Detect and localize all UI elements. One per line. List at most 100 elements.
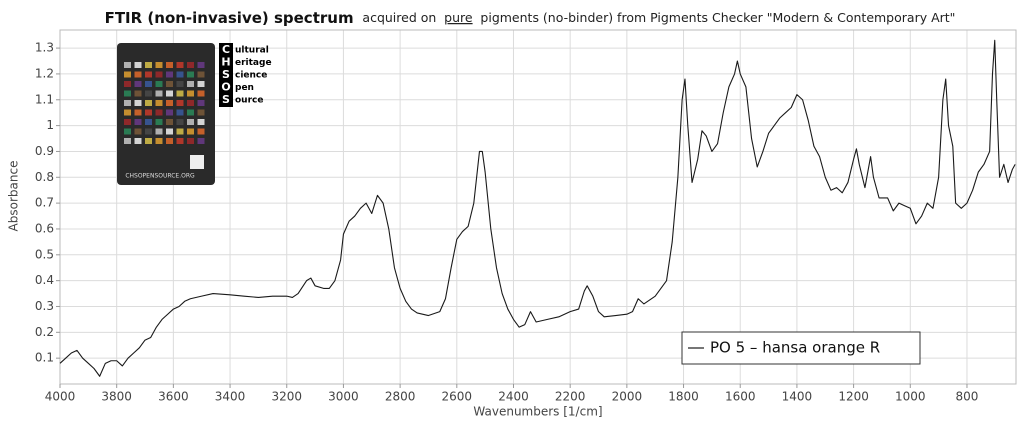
swatch — [197, 81, 205, 87]
logo-word: pen — [235, 83, 254, 93]
subtitle-part: pigments (no-binder) from Pigments Check… — [480, 10, 955, 25]
x-tick-label: 1600 — [725, 390, 756, 404]
legend-box — [681, 331, 921, 365]
x-tick-label: 1400 — [782, 390, 813, 404]
swatch — [134, 81, 142, 87]
plot-frame — [59, 29, 1017, 385]
swatch — [187, 62, 194, 68]
swatch — [145, 138, 152, 144]
swatch — [176, 81, 184, 87]
y-tick-label: 1 — [46, 118, 54, 132]
logo-letter: C — [222, 43, 230, 56]
swatch — [197, 119, 205, 125]
y-tick-label: 0.1 — [35, 351, 54, 365]
swatch — [176, 109, 184, 116]
swatch — [187, 81, 194, 87]
swatch — [124, 81, 131, 87]
swatch — [155, 100, 163, 106]
x-tick-label: 3800 — [101, 390, 132, 404]
y-tick-label: 1.2 — [35, 66, 54, 80]
swatch — [176, 138, 184, 144]
swatch — [176, 119, 184, 125]
x-tick-label: 800 — [956, 390, 979, 404]
swatch — [155, 71, 163, 78]
swatch — [166, 62, 173, 68]
swatch — [197, 90, 205, 97]
swatch — [155, 119, 163, 125]
logo-bar — [219, 43, 233, 107]
swatch — [187, 138, 194, 144]
swatch — [155, 81, 163, 87]
swatch — [155, 128, 163, 135]
swatch — [124, 119, 131, 125]
chart-title: FTIR (non-invasive) spectrum acquired on… — [105, 9, 956, 27]
logo-letter: S — [222, 68, 230, 81]
logo-letter: S — [222, 93, 230, 106]
swatch — [155, 138, 163, 144]
swatch — [176, 128, 184, 135]
swatch — [155, 62, 163, 68]
swatch — [187, 71, 194, 78]
swatch — [166, 90, 173, 97]
swatch — [134, 62, 142, 68]
swatch — [166, 109, 173, 116]
swatch — [145, 119, 152, 125]
subtitle-part: acquired on — [362, 10, 436, 25]
swatch — [124, 109, 131, 116]
swatch — [134, 138, 142, 144]
x-tick-label: 3600 — [158, 390, 189, 404]
logo-word: ource — [235, 96, 263, 106]
card-url: CHSOPENSOURCE.ORG — [125, 173, 195, 180]
y-tick-label: 0.7 — [35, 196, 54, 210]
swatch — [145, 109, 152, 116]
swatch — [176, 100, 184, 106]
swatch — [145, 62, 152, 68]
title-main: FTIR (non-invasive) spectrum — [105, 9, 354, 27]
swatch — [145, 71, 152, 78]
swatches — [124, 62, 205, 144]
swatch — [197, 138, 205, 144]
y-axis-title: Absorbance — [7, 161, 21, 232]
swatch — [134, 128, 142, 135]
swatch — [124, 128, 131, 135]
subtitle-part: pure — [444, 10, 473, 25]
logo-letter: O — [221, 81, 230, 94]
y-tick-label: 0.3 — [35, 299, 54, 313]
swatch — [166, 128, 173, 135]
swatch — [176, 62, 184, 68]
x-tick-label: 4000 — [45, 390, 76, 404]
x-tick-label: 2200 — [555, 390, 586, 404]
x-tick-label: 2400 — [498, 390, 529, 404]
qr-code — [190, 155, 204, 169]
x-tick-label: 3200 — [271, 390, 302, 404]
swatch — [124, 138, 131, 144]
swatch — [187, 128, 194, 135]
y-tick-label: 0.8 — [35, 170, 54, 184]
swatch — [187, 100, 194, 106]
swatch — [166, 100, 173, 106]
y-tick-label: 0.4 — [35, 273, 54, 287]
swatch — [124, 100, 131, 106]
y-tick-label: 0.2 — [35, 325, 54, 339]
y-tick-label: 1.1 — [35, 92, 54, 106]
swatch — [166, 119, 173, 125]
swatch — [197, 71, 205, 78]
y-tick-label: 0.6 — [35, 221, 54, 235]
y-tick-label: 0.9 — [35, 144, 54, 158]
logo-word: ultural — [235, 46, 269, 56]
x-tick-label: 2600 — [442, 390, 473, 404]
legend-label: PO 5 – hansa orange R — [710, 339, 880, 357]
swatch — [134, 90, 142, 97]
logo-word: cience — [235, 71, 267, 81]
swatch — [134, 109, 142, 116]
x-tick-label: 1800 — [668, 390, 699, 404]
x-tick-label: 2800 — [385, 390, 416, 404]
swatch — [166, 138, 173, 144]
swatch — [197, 128, 205, 135]
y-tick-label: 1.3 — [35, 41, 54, 55]
swatch — [145, 128, 152, 135]
swatch — [166, 71, 173, 78]
swatch — [145, 81, 152, 87]
